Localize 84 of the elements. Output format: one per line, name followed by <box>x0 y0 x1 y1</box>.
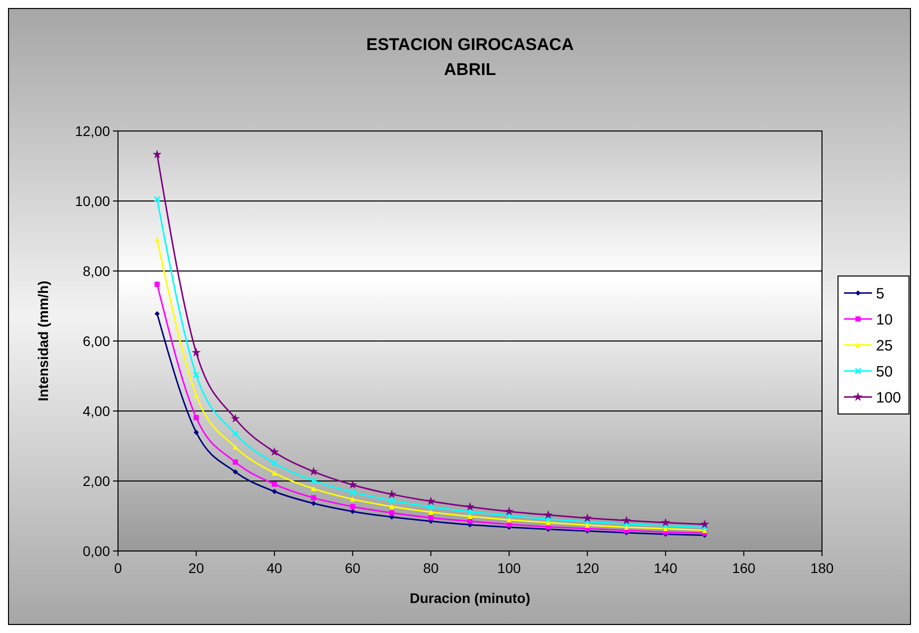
point <box>349 488 356 496</box>
point <box>270 447 280 456</box>
chart-subtitle: ABRIL <box>444 60 496 79</box>
point <box>388 497 396 504</box>
point <box>660 518 670 527</box>
point <box>544 510 553 519</box>
point <box>232 444 238 450</box>
point <box>230 414 240 423</box>
point <box>194 392 199 398</box>
point <box>465 502 475 511</box>
point <box>467 518 473 524</box>
point <box>310 495 316 500</box>
point <box>387 489 396 498</box>
point <box>232 430 239 438</box>
x-tick-label: 20 <box>188 560 204 576</box>
point <box>350 508 356 514</box>
y-tick-label: 6,00 <box>82 332 110 349</box>
x-tick-label: 40 <box>266 560 282 576</box>
point <box>506 517 512 522</box>
chart-title: ESTACION GIROCASACA <box>366 35 574 54</box>
point <box>154 311 160 316</box>
point <box>192 348 201 356</box>
point <box>504 506 514 516</box>
point <box>582 513 592 522</box>
point <box>428 515 434 520</box>
point <box>192 372 200 378</box>
point <box>623 520 630 528</box>
point <box>428 504 434 510</box>
x-axis-title: Duracion (minuto) <box>410 590 530 606</box>
point <box>544 516 552 522</box>
y-tick-label: 10,00 <box>74 192 110 209</box>
point <box>232 469 238 474</box>
point <box>546 520 551 526</box>
point <box>350 504 356 510</box>
point <box>310 486 316 492</box>
point <box>348 480 358 489</box>
legend-label: 50 <box>876 363 893 380</box>
x-tick-label: 180 <box>810 560 834 576</box>
point <box>584 518 591 525</box>
y-tick-label: 0,00 <box>82 542 110 559</box>
y-tick-label: 8,00 <box>82 262 110 279</box>
legend-label: 10 <box>876 311 893 328</box>
point <box>350 496 356 502</box>
point <box>389 510 394 516</box>
point <box>194 430 199 435</box>
point <box>310 500 316 506</box>
point <box>232 460 238 465</box>
y-tick-label: 12,00 <box>74 122 110 139</box>
point <box>467 514 473 519</box>
point <box>154 196 160 203</box>
x-tick-label: 160 <box>732 560 756 576</box>
point <box>700 520 710 528</box>
x-tick-label: 100 <box>497 560 522 576</box>
point <box>272 482 278 487</box>
legend-label: 100 <box>876 389 902 406</box>
point <box>308 466 318 476</box>
point <box>154 282 160 287</box>
y-tick-label: 2,00 <box>82 472 110 489</box>
point <box>624 524 630 530</box>
y-tick-label: 4,00 <box>82 402 110 419</box>
point <box>272 488 278 494</box>
point <box>584 522 590 528</box>
point <box>662 522 669 530</box>
point <box>428 510 434 515</box>
point <box>271 460 278 466</box>
point <box>466 508 474 516</box>
point <box>154 236 160 242</box>
y-axis-title: Intensidad (mm/h) <box>35 280 51 402</box>
point <box>426 496 436 506</box>
legend-label: 25 <box>876 337 893 354</box>
point <box>622 516 632 524</box>
point <box>194 415 199 420</box>
x-tick-label: 0 <box>114 560 122 576</box>
point <box>152 150 162 158</box>
legend-label: 5 <box>876 285 884 302</box>
point <box>389 504 394 510</box>
x-tick-label: 80 <box>423 560 439 576</box>
x-tick-label: 120 <box>576 560 600 576</box>
point <box>506 512 512 519</box>
point <box>272 470 278 476</box>
x-tick-label: 140 <box>654 560 678 576</box>
x-tick-label: 60 <box>344 560 361 576</box>
point <box>701 524 708 531</box>
point <box>310 477 317 484</box>
